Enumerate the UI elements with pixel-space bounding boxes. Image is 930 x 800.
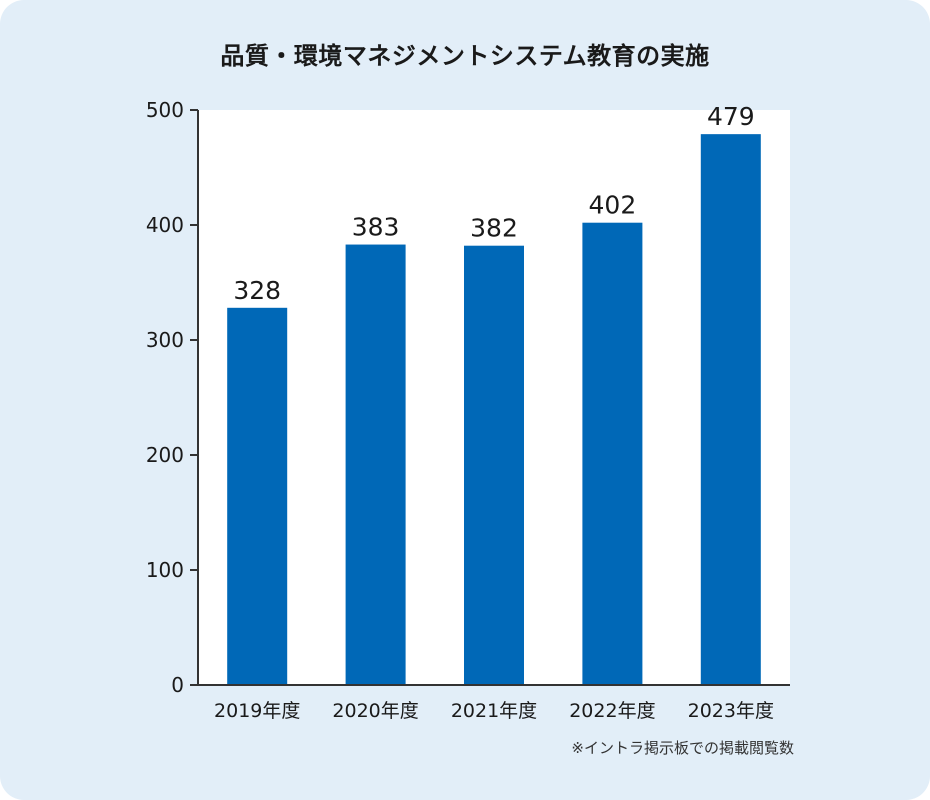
data-label: 402 — [589, 191, 637, 220]
y-tick-label: 100 — [146, 558, 184, 582]
data-labels: 328 383 382 402 479 — [233, 102, 754, 305]
x-axis-labels: 2019年度 2020年度 2021年度 2022年度 2023年度 — [214, 700, 774, 722]
x-tick-label: 2020年度 — [332, 700, 418, 722]
bar-2022年度 — [582, 222, 643, 685]
y-tick-label: 300 — [146, 328, 184, 352]
x-tick-label: 2023年度 — [688, 700, 774, 722]
data-label: 383 — [352, 213, 400, 242]
footnote: ※イントラ掲示板での掲載閲覧数 — [571, 739, 794, 757]
y-tick-label: 400 — [146, 213, 184, 237]
y-tick-label: 0 — [171, 673, 184, 697]
x-tick-label: 2022年度 — [569, 700, 655, 722]
y-tick-label: 200 — [146, 443, 184, 467]
x-tick-label: 2021年度 — [451, 700, 537, 722]
bar-2020年度 — [345, 244, 406, 686]
bars — [227, 134, 761, 686]
bar-2023年度 — [700, 134, 761, 685]
chart-title: 品質・環境マネジメントシステム教育の実施 — [220, 42, 710, 70]
data-label: 479 — [707, 102, 755, 131]
data-label: 328 — [233, 276, 281, 305]
y-axis-ticks: 0 100 200 300 400 500 — [146, 98, 198, 697]
y-tick-label: 500 — [146, 98, 184, 122]
data-label: 382 — [470, 214, 518, 243]
bar-2019年度 — [227, 307, 288, 685]
bar-2021年度 — [464, 245, 524, 685]
x-tick-label: 2019年度 — [214, 700, 300, 722]
